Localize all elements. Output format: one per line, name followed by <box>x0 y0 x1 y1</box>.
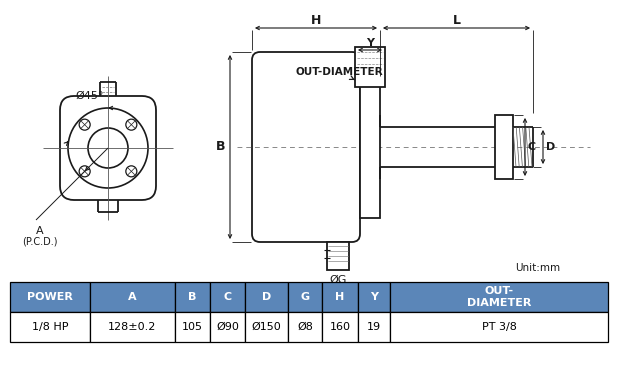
Text: D: D <box>262 292 271 302</box>
Text: 160: 160 <box>329 322 350 332</box>
Circle shape <box>88 128 128 168</box>
Text: D: D <box>546 142 556 152</box>
Circle shape <box>126 119 137 130</box>
Bar <box>245 282 288 312</box>
Text: OUT-
DIAMETER: OUT- DIAMETER <box>467 286 531 308</box>
Text: 105: 105 <box>182 322 203 332</box>
Circle shape <box>79 166 90 177</box>
Bar <box>175 282 210 312</box>
FancyBboxPatch shape <box>60 96 156 200</box>
Text: (P.C.D.): (P.C.D.) <box>22 237 58 247</box>
Text: PT 3/8: PT 3/8 <box>482 322 516 332</box>
Bar <box>210 282 245 312</box>
Text: G: G <box>301 292 309 302</box>
Bar <box>358 282 390 312</box>
Text: A: A <box>36 226 44 236</box>
Bar <box>360 78 380 218</box>
Text: Ø8: Ø8 <box>297 322 313 332</box>
Text: Unit:mm: Unit:mm <box>515 263 560 273</box>
Text: Y: Y <box>370 292 378 302</box>
Circle shape <box>68 108 148 188</box>
Text: C: C <box>223 292 231 302</box>
Text: 1/8 HP: 1/8 HP <box>32 322 68 332</box>
Text: B: B <box>216 141 226 153</box>
Bar <box>90 312 175 342</box>
Bar <box>327 242 349 270</box>
Text: 128±0.2: 128±0.2 <box>108 322 157 332</box>
Bar <box>390 312 608 342</box>
Bar <box>210 312 245 342</box>
Bar <box>245 312 288 342</box>
Bar <box>90 282 175 312</box>
Text: Ø90: Ø90 <box>216 322 239 332</box>
Bar <box>10 282 90 312</box>
Text: C: C <box>528 142 536 152</box>
Circle shape <box>126 166 137 177</box>
Bar <box>322 282 358 312</box>
Bar <box>322 312 358 342</box>
Text: L: L <box>453 15 461 27</box>
Text: Ø45°: Ø45° <box>76 91 104 101</box>
Text: ØG: ØG <box>329 275 347 285</box>
Bar <box>358 312 390 342</box>
Text: OUT-DIAMETER: OUT-DIAMETER <box>295 67 383 80</box>
Bar <box>390 282 608 312</box>
Bar <box>288 282 322 312</box>
Text: Y: Y <box>366 38 374 48</box>
Text: H: H <box>335 292 345 302</box>
Text: H: H <box>311 15 321 27</box>
Bar <box>495 115 513 179</box>
Bar <box>175 312 210 342</box>
Text: A: A <box>128 292 137 302</box>
Circle shape <box>79 119 90 130</box>
Bar <box>288 312 322 342</box>
Bar <box>10 312 90 342</box>
FancyBboxPatch shape <box>252 52 360 242</box>
Text: POWER: POWER <box>27 292 73 302</box>
Text: Ø150: Ø150 <box>252 322 281 332</box>
Text: B: B <box>188 292 197 302</box>
Text: 19: 19 <box>367 322 381 332</box>
Bar <box>355 47 385 87</box>
